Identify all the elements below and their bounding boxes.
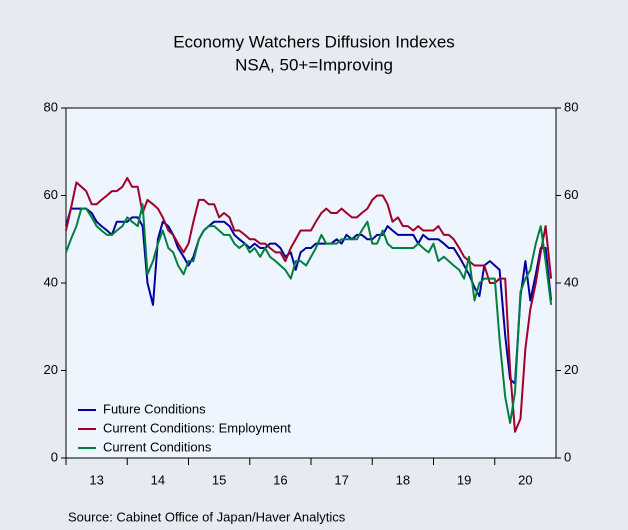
legend-label: Current Conditions [103,439,212,454]
chart-subtitle: NSA, 50+=Improving [235,55,393,74]
x-tick-label: 20 [518,472,532,487]
y-tick-label: 0 [51,449,58,464]
series-line [65,203,553,424]
x-tick-label: 13 [89,472,103,487]
x-tick-label: 14 [151,472,165,487]
source: Source: Cabinet Office of Japan/Haver An… [68,509,346,524]
y2-tick-label: 0 [564,449,571,464]
x-tick-label: 18 [396,472,410,487]
y-tick-label: 80 [44,99,58,114]
x-tick-label: 17 [334,472,348,487]
y2-tick-label: 40 [564,274,578,289]
legend-label: Future Conditions [103,401,206,416]
y-tick-label: 20 [44,362,58,377]
y2-tick-label: 20 [564,362,578,377]
y2-tick-label: 60 [564,187,578,202]
x-tick-label: 16 [273,472,287,487]
x-tick-label: 15 [212,472,226,487]
legend-label: Current Conditions: Employment [103,420,291,435]
x-tick-label: 19 [457,472,471,487]
chart-title: Economy Watchers Diffusion Indexes [173,32,455,51]
y-tick-label: 60 [44,187,58,202]
y2-tick-label: 80 [564,99,578,114]
y-tick-label: 40 [44,274,58,289]
